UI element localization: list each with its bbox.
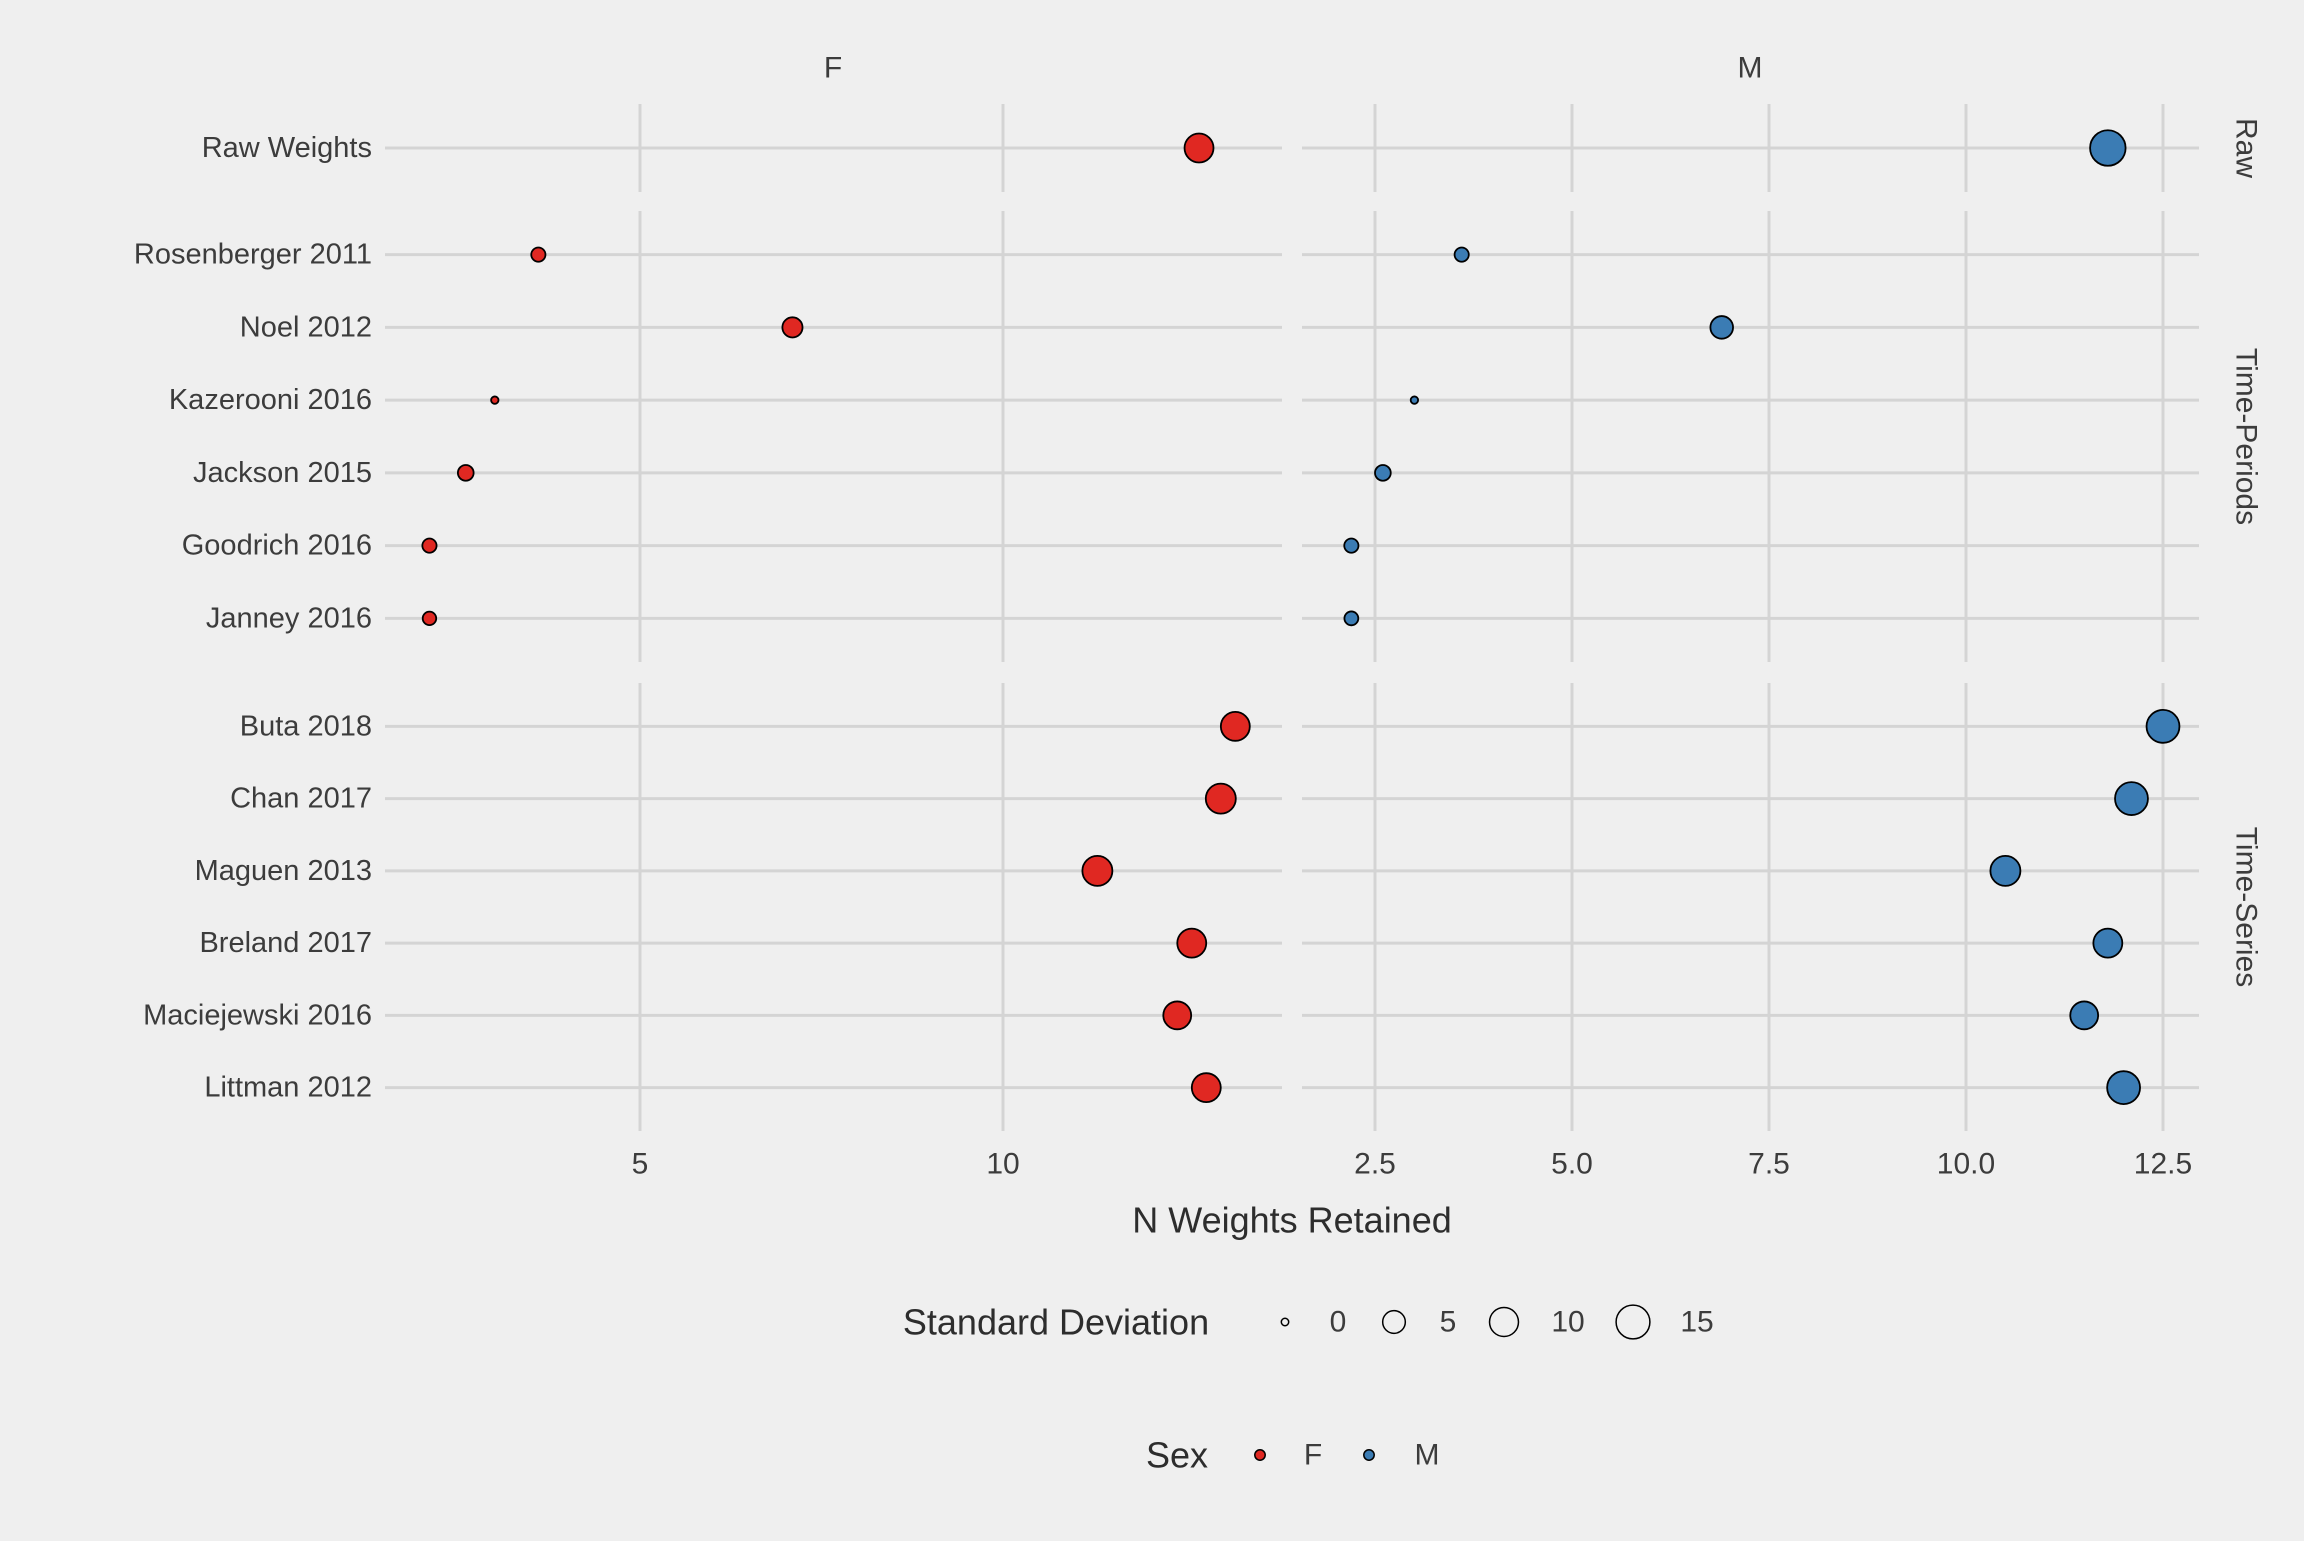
size-legend-label: 0 xyxy=(1330,1306,1347,1339)
size-legend-key xyxy=(1381,1309,1407,1335)
data-point-m-littman-2012 xyxy=(2106,1070,2141,1105)
data-point-f-goodrich-2016 xyxy=(421,537,438,554)
data-point-f-kazerooni-2016 xyxy=(490,395,500,405)
y-axis-label: Goodrich 2016 xyxy=(182,530,372,562)
legend-items: 0 5 10 15 F M xyxy=(1254,1304,1714,1472)
data-point-f-chan-2017 xyxy=(1204,782,1237,815)
data-point-m-kazerooni-2016 xyxy=(1409,395,1420,405)
color-legend-key xyxy=(1254,1449,1266,1461)
color-legend-title: Sex xyxy=(1146,1435,1208,1476)
x-tick-label: 7.5 xyxy=(1748,1148,1790,1181)
point-layer xyxy=(421,129,2181,1105)
data-point-m-breland-2017 xyxy=(2092,927,2124,959)
data-point-m-janney-2016 xyxy=(1343,610,1360,627)
y-axis-label: Breland 2017 xyxy=(199,927,372,959)
data-point-f-raw-weights xyxy=(1183,132,1215,164)
x-tick-label: 5.0 xyxy=(1551,1148,1593,1181)
data-point-f-rosenberger-2011 xyxy=(530,246,547,263)
data-point-f-janney-2016 xyxy=(421,610,438,627)
y-axis-label: Noel 2012 xyxy=(240,311,372,343)
x-axis-tick-labels: 5 10 2.5 5.0 7.5 10.0 12.5 xyxy=(632,1148,2193,1181)
y-axis-label: Kazerooni 2016 xyxy=(169,384,372,416)
facet-col-label-m: M xyxy=(1738,52,1763,85)
y-axis-label: Chan 2017 xyxy=(230,783,372,815)
size-legend-label: 15 xyxy=(1680,1306,1713,1339)
y-axis-label: Buta 2018 xyxy=(240,710,372,742)
facet-strip-labels: Raw Time-Periods Time-Series xyxy=(2230,118,2263,987)
y-axis-label: Raw Weights xyxy=(202,132,372,164)
grid-layer xyxy=(385,104,2199,1131)
data-point-m-maguen-2013 xyxy=(1989,854,2022,887)
color-legend-label: M xyxy=(1415,1439,1440,1472)
y-axis-label: Maguen 2013 xyxy=(195,855,372,887)
y-axis-label: Rosenberger 2011 xyxy=(134,239,372,271)
x-tick-label: 2.5 xyxy=(1354,1148,1396,1181)
x-tick-label: 10.0 xyxy=(1937,1148,1995,1181)
data-point-f-littman-2012 xyxy=(1190,1072,1222,1104)
facet-row-label: Raw xyxy=(2230,118,2263,178)
color-legend-key xyxy=(1363,1449,1375,1461)
data-point-f-breland-2017 xyxy=(1176,927,1208,959)
data-point-m-chan-2017 xyxy=(2114,781,2149,816)
size-legend-label: 10 xyxy=(1551,1306,1584,1339)
y-axis-labels: Raw Weights Rosenberger 2011 Noel 2012 Kaze… xyxy=(134,132,372,1104)
data-point-f-buta-2018 xyxy=(1219,710,1251,742)
data-point-m-goodrich-2016 xyxy=(1343,537,1360,554)
facet-col-label-f: F xyxy=(824,52,842,85)
data-point-f-maguen-2013 xyxy=(1081,854,1114,887)
size-legend-key xyxy=(1615,1304,1651,1340)
data-point-m-noel-2012 xyxy=(1709,315,1734,340)
facet-row-label: Time-Periods xyxy=(2230,348,2263,525)
x-tick-label: 5 xyxy=(632,1148,649,1181)
data-point-m-raw-weights xyxy=(2089,129,2127,167)
size-legend-key xyxy=(1280,1317,1290,1327)
data-point-m-jackson-2015 xyxy=(1374,464,1392,482)
y-axis-label: Maciejewski 2016 xyxy=(143,999,372,1031)
x-axis-title: N Weights Retained xyxy=(1132,1200,1452,1241)
size-legend-title: Standard Deviation xyxy=(903,1302,1209,1343)
x-tick-label: 12.5 xyxy=(2134,1148,2192,1181)
data-point-f-noel-2012 xyxy=(781,316,804,339)
data-point-m-rosenberger-2011 xyxy=(1453,246,1470,263)
facet-row-label: Time-Series xyxy=(2230,827,2263,988)
y-axis-label: Littman 2012 xyxy=(204,1072,372,1104)
data-point-f-maciejewski-2016 xyxy=(1162,1000,1193,1031)
data-point-m-buta-2018 xyxy=(2145,709,2181,744)
size-legend-key xyxy=(1488,1306,1520,1338)
size-legend-label: 5 xyxy=(1440,1306,1457,1339)
y-axis-label: Jackson 2015 xyxy=(193,457,372,489)
x-tick-label: 10 xyxy=(986,1148,1019,1181)
data-point-m-maciejewski-2016 xyxy=(2069,1000,2100,1031)
y-axis-label: Janney 2016 xyxy=(206,602,372,634)
color-legend-label: F xyxy=(1304,1439,1322,1472)
data-point-f-jackson-2015 xyxy=(456,464,475,482)
